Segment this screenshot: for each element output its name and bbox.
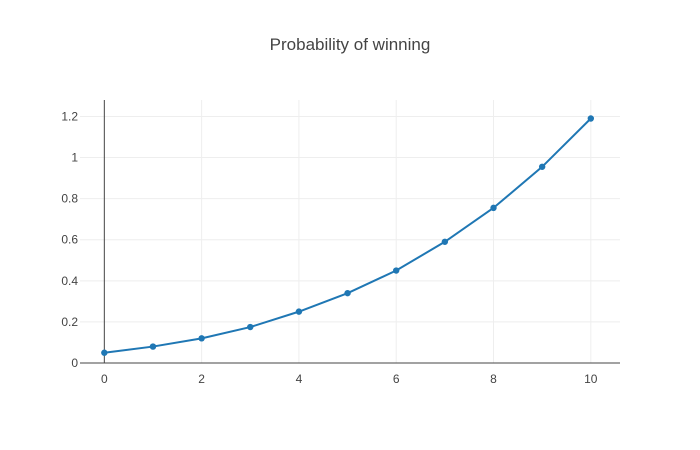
data-point [295,308,303,315]
y-tick-label: 0 [71,356,78,370]
data-point [247,323,254,331]
data-point [587,115,595,122]
data-point [344,289,351,297]
y-tick-label: 1 [71,151,78,165]
axes [80,100,620,364]
y-tick-label: 1.2 [61,109,78,123]
x-tick-label: 6 [393,372,400,386]
y-tick-label: 0.6 [61,233,78,247]
y-tick-label: 0.8 [61,192,78,206]
series [101,115,595,356]
x-tick-label: 10 [584,372,598,386]
y-tick-label: 0.2 [61,315,78,329]
grid [80,100,620,363]
data-point [490,204,497,212]
tick-labels: 0 2 4 6 8 10 0 0.2 0.4 0.6 0.8 1 1.2 [61,109,597,386]
data-point [149,343,157,350]
data-point [101,349,108,356]
x-tick-label: 8 [490,372,497,386]
x-tick-label: 4 [296,372,303,386]
x-tick-label: 0 [101,372,108,386]
y-tick-label: 0.4 [61,274,78,288]
data-point [441,238,449,245]
data-point [393,267,400,274]
x-tick-label: 2 [198,372,205,386]
series-line [104,117,592,354]
data-point [198,335,205,342]
data-point [538,163,546,170]
chart-title: Probability of winning [270,35,431,54]
